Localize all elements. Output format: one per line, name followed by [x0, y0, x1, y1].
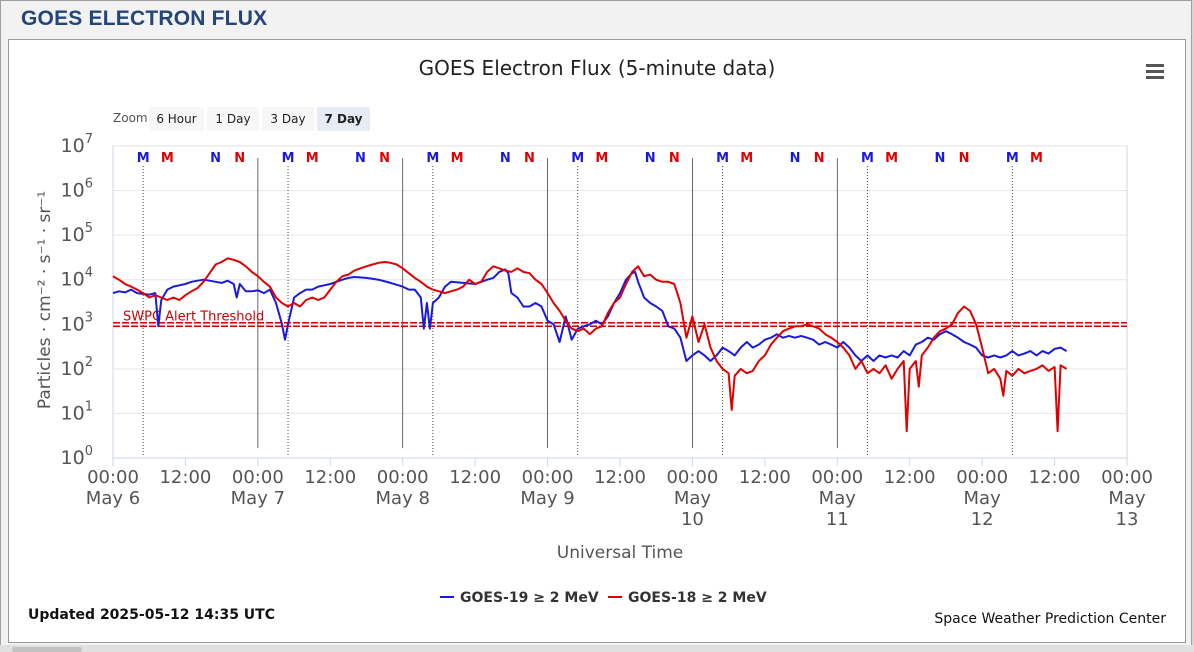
zoom-button-bg: [149, 107, 204, 131]
hamburger-icon-bar: [1146, 64, 1164, 67]
zoom-button-label: 6 Hour: [156, 112, 196, 126]
zoom-label: Zoom: [113, 111, 148, 125]
bottom-scrollbar[interactable]: [0, 645, 1194, 652]
zoom-button-7-day[interactable]: 7 Day: [317, 107, 370, 131]
scrollbar-thumb[interactable]: [12, 647, 82, 652]
zoom-button-label: 1 Day: [215, 112, 250, 126]
chart-menu-button[interactable]: [1146, 64, 1164, 80]
zoom-button-6-hour[interactable]: 6 Hour: [149, 107, 204, 131]
zoom-button-label: 3 Day: [270, 112, 305, 126]
hamburger-icon-bar: [1146, 76, 1164, 79]
hamburger-icon-bar: [1146, 70, 1164, 73]
zoom-button-3-day[interactable]: 3 Day: [262, 107, 314, 131]
page-title: GOES ELECTRON FLUX: [21, 7, 268, 30]
zoom-button-bg: [262, 107, 314, 131]
zoom-button-bg: [317, 107, 370, 131]
zoom-button-bg: [207, 107, 259, 131]
zoom-button-label: 7 Day: [324, 112, 362, 126]
zoom-controls: Zoom 6 Hour 1 Day 3 Day 7 Day: [113, 107, 370, 131]
zoom-button-1-day[interactable]: 1 Day: [207, 107, 259, 131]
